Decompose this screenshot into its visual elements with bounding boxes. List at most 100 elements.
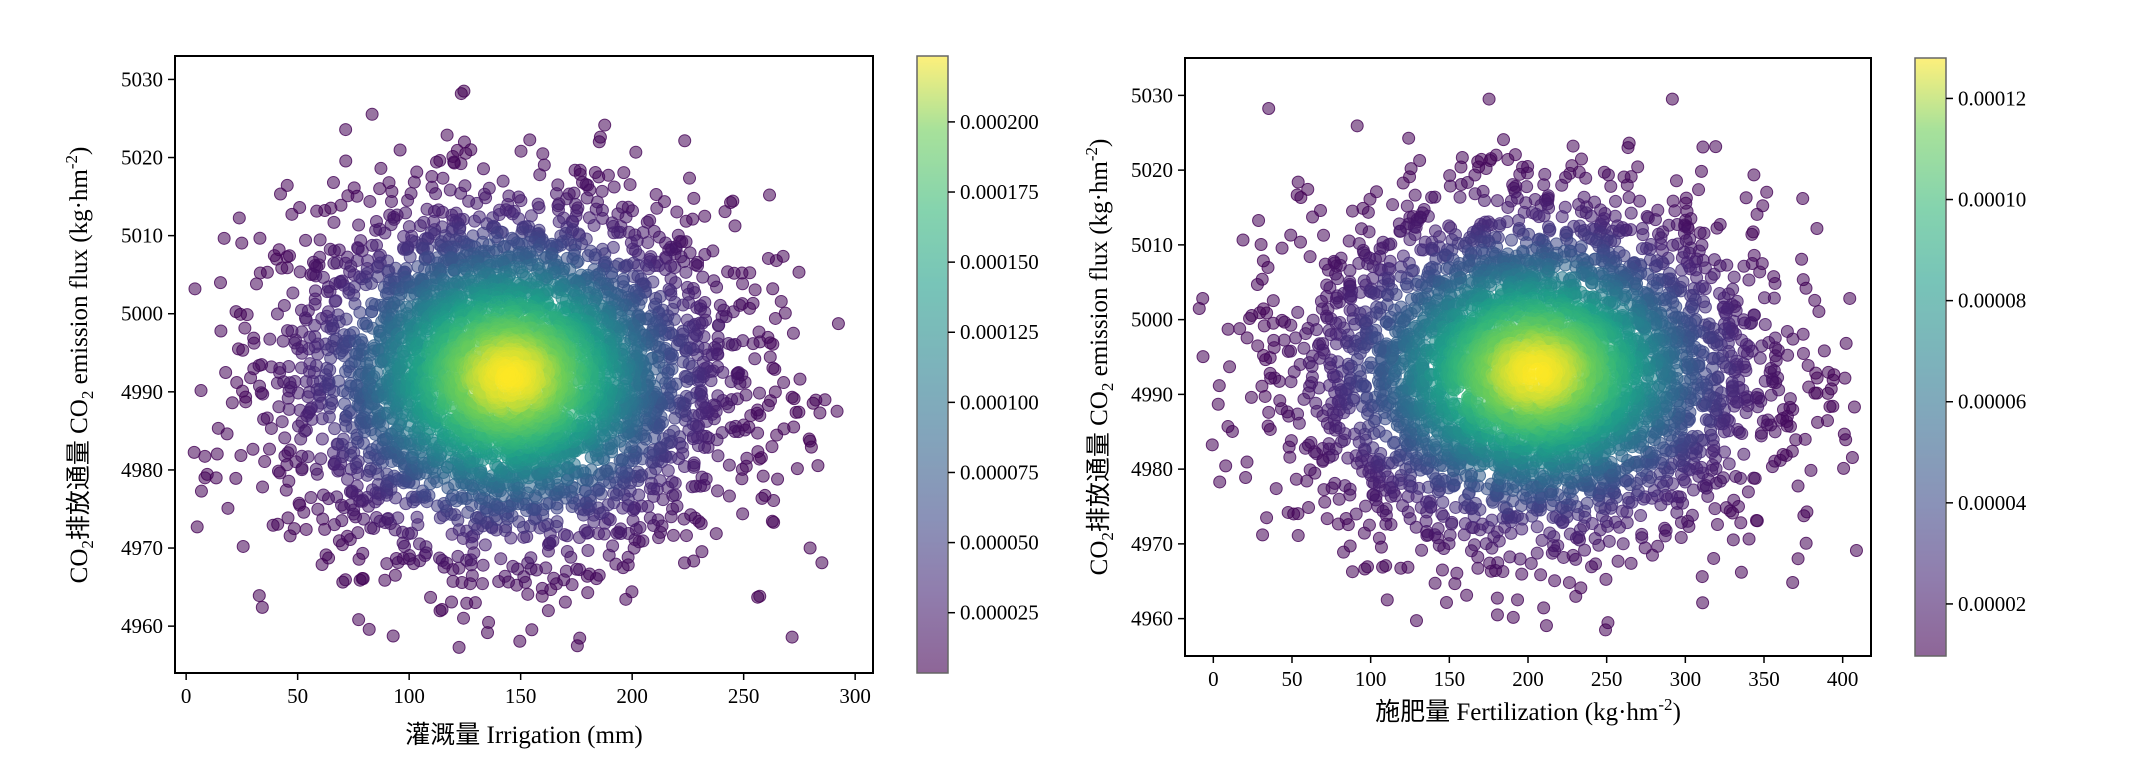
scatter-point bbox=[1304, 436, 1318, 450]
scatter-point bbox=[240, 308, 254, 322]
scatter-point bbox=[1400, 199, 1414, 213]
scatter-point bbox=[1291, 305, 1305, 319]
scatter-point bbox=[1256, 528, 1270, 542]
scatter-point bbox=[1428, 190, 1442, 204]
scatter-point bbox=[1291, 529, 1305, 543]
scatter-point bbox=[1443, 179, 1457, 193]
scatter-point bbox=[1272, 374, 1286, 388]
scatter-point bbox=[1791, 479, 1805, 493]
scatter-point bbox=[1709, 140, 1723, 154]
scatter-point bbox=[1305, 370, 1319, 384]
scatter-point bbox=[1331, 272, 1345, 286]
scatter-point bbox=[1284, 344, 1298, 358]
scatter-point bbox=[256, 480, 270, 494]
scatter-point bbox=[598, 118, 612, 132]
scatter-point bbox=[766, 282, 780, 296]
scatter-point bbox=[494, 552, 508, 566]
scatter-point bbox=[232, 211, 246, 225]
scatter-point bbox=[258, 455, 272, 469]
scatter-point bbox=[1343, 539, 1357, 553]
scatter-point bbox=[252, 589, 266, 603]
scatter-point bbox=[1543, 526, 1557, 540]
scatter-point bbox=[1562, 576, 1576, 590]
y-tick-label: 4990 bbox=[121, 380, 163, 404]
scatter-point bbox=[362, 622, 376, 636]
left-scatter-points bbox=[187, 84, 845, 654]
scatter-point bbox=[1726, 533, 1740, 547]
scatter-point bbox=[1707, 551, 1721, 565]
scatter-point bbox=[1693, 226, 1707, 240]
scatter-point bbox=[476, 162, 490, 176]
scatter-point bbox=[1261, 260, 1275, 274]
scatter-point bbox=[433, 551, 447, 565]
scatter-point bbox=[1789, 433, 1803, 447]
scatter-point bbox=[482, 615, 496, 629]
x-tick-label: 50 bbox=[287, 684, 308, 708]
scatter-point bbox=[1219, 459, 1233, 473]
scatter-point bbox=[595, 184, 609, 198]
scatter-point bbox=[1734, 565, 1748, 579]
scatter-point bbox=[650, 201, 664, 215]
scatter-point bbox=[761, 398, 775, 412]
scatter-point bbox=[357, 512, 371, 526]
scatter-point bbox=[751, 445, 765, 459]
scatter-point bbox=[1747, 471, 1761, 485]
scatter-point bbox=[1758, 374, 1772, 388]
scatter-point bbox=[264, 421, 278, 435]
scatter-point bbox=[286, 286, 300, 300]
scatter-point bbox=[1738, 316, 1752, 330]
scatter-point bbox=[830, 404, 844, 418]
scatter-point bbox=[766, 361, 780, 375]
scatter-point bbox=[315, 432, 329, 446]
scatter-point bbox=[457, 611, 471, 625]
scatter-point bbox=[1308, 466, 1322, 480]
scatter-point bbox=[1811, 415, 1825, 429]
scatter-point bbox=[378, 226, 392, 240]
scatter-point bbox=[1651, 539, 1665, 553]
scatter-point bbox=[728, 219, 742, 233]
scatter-point bbox=[1791, 552, 1805, 566]
scatter-point bbox=[262, 442, 276, 456]
scatter-point bbox=[678, 556, 692, 570]
scatter-point bbox=[1211, 397, 1225, 411]
scatter-point bbox=[363, 194, 377, 208]
scatter-point bbox=[1823, 400, 1837, 414]
scatter-point bbox=[677, 512, 691, 526]
scatter-point bbox=[313, 233, 327, 247]
scatter-point bbox=[774, 294, 788, 308]
scatter-point bbox=[1616, 537, 1630, 551]
x-tick-label: 250 bbox=[728, 684, 760, 708]
scatter-point bbox=[811, 459, 825, 473]
scatter-point bbox=[1694, 164, 1708, 178]
scatter-point bbox=[1658, 521, 1672, 535]
scatter-point bbox=[1501, 200, 1515, 214]
x-tick-label: 150 bbox=[505, 684, 537, 708]
scatter-point bbox=[1537, 178, 1551, 192]
scatter-point bbox=[1471, 561, 1485, 575]
scatter-point bbox=[282, 402, 296, 416]
scatter-point bbox=[1668, 204, 1682, 218]
scatter-point bbox=[1742, 273, 1756, 287]
scatter-point bbox=[1622, 191, 1636, 205]
scatter-point bbox=[559, 564, 573, 578]
scatter-point bbox=[410, 510, 424, 524]
scatter-point bbox=[1260, 511, 1274, 525]
scatter-point bbox=[752, 386, 766, 400]
scatter-point bbox=[1236, 233, 1250, 247]
scatter-point bbox=[1695, 570, 1709, 584]
scatter-point bbox=[1620, 178, 1634, 192]
scatter-point bbox=[339, 123, 353, 137]
scatter-point bbox=[468, 596, 482, 610]
scatter-point bbox=[1601, 616, 1615, 630]
x-tick-label: 300 bbox=[839, 684, 871, 708]
scatter-point bbox=[217, 231, 231, 245]
left-x-ticks: 0 50 100 150 200 250 300 bbox=[181, 673, 871, 708]
scatter-point bbox=[625, 585, 639, 599]
scatter-point bbox=[454, 157, 468, 171]
right-scatter-panel: 0 50 100 150 200 250 300 350 400 496049704980499… bbox=[1082, 57, 2027, 726]
scatter-point bbox=[1384, 237, 1398, 251]
colorbar-tick-label: 0.000075 bbox=[960, 460, 1039, 484]
scatter-point bbox=[430, 155, 444, 169]
scatter-point bbox=[1589, 557, 1603, 571]
scatter-point bbox=[1362, 518, 1376, 532]
